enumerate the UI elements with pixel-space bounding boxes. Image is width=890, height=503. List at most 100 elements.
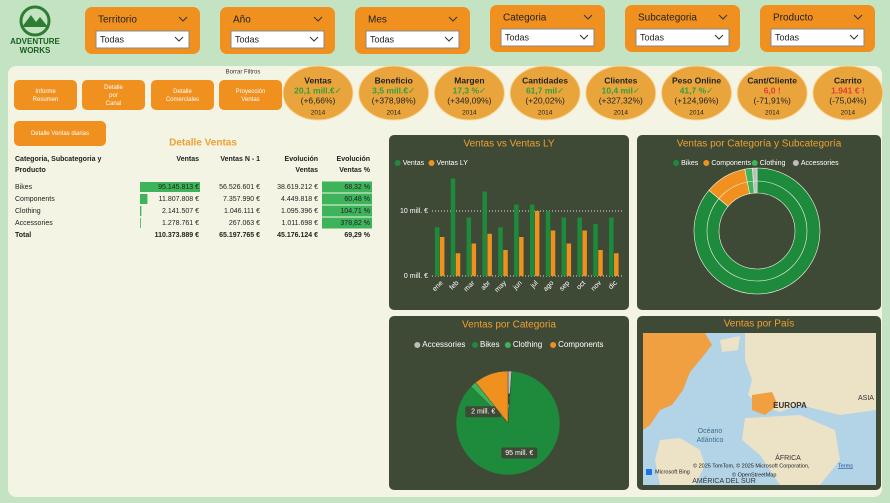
kpi-change: (+327,32%) [599,95,643,105]
dropdown[interactable] [635,28,730,47]
legend-item[interactable]: Components [550,340,603,349]
bar [534,211,540,276]
dropdown[interactable] [365,30,460,49]
data-bar [140,182,200,192]
kpi-value: 17,3 %✓ [453,85,487,95]
dropdown-value: Todas [100,34,125,44]
legend-item[interactable]: Clothing [751,160,786,167]
y-tick-label: 10 mill. € [400,208,428,215]
map-terms[interactable]: Terms [838,463,853,469]
dropdown[interactable] [770,28,865,47]
chevron [583,14,593,20]
clear-filters[interactable]: Borrar Filtros [226,70,261,76]
table-cell: 45.176.124 € [277,232,318,239]
kpi-bubble [585,65,657,121]
nav-button[interactable]: Informe Resumen [14,80,77,110]
map-land-americas [643,333,712,430]
bar [466,217,472,276]
filter-label: Territorio [98,15,137,26]
nav-button[interactable]: Detalle Comerciales [151,80,214,110]
data-bar [140,218,141,228]
filter[interactable]: Mes Todas [355,7,470,54]
bar [439,237,445,276]
data-label-bg [465,406,502,418]
nav-button[interactable]: Proyección Ventas [219,80,282,110]
table-cell: 110.373.889 € [155,232,199,239]
button-label[interactable]: Proyección Ventas [236,89,266,103]
legend-item[interactable]: Ventas [394,160,425,167]
legend-item[interactable]: Bikes [472,340,500,349]
legend-item[interactable]: Accessories [792,160,839,167]
kpi-year: 2014 [311,110,326,117]
bar [498,227,503,276]
button[interactable] [82,80,145,110]
cell-highlight [322,217,372,229]
legend-label: Clothing [760,160,786,167]
kpi-title: Cant/Cliente [747,75,797,85]
button[interactable] [151,80,214,110]
kpi-year: 2014 [386,110,401,117]
kpi-year: 2014 [689,110,704,117]
bar [519,237,524,276]
filter-label: Producto [773,13,813,24]
table-row: Accessories 1.278.761 € 267.063 € 1.011.698… [15,217,372,229]
filter-label: Mes [368,15,387,26]
table-row: Components 11.807.808 € 7.357.990 € 4.449.8… [15,193,372,205]
dropdown-value: Todas [505,32,530,42]
dropdown[interactable] [500,28,595,47]
bar [545,211,551,276]
data-bar [140,206,142,216]
filter[interactable]: Producto Todas [760,5,875,52]
legend-label: Clothing [513,340,542,349]
table-row: Clothing 2.141.507 € 1.046.111 € 1.095.396 … [15,205,372,217]
button-label[interactable]: Informe Resumen [33,89,59,103]
chevron [444,36,454,42]
kpi-bubble [736,65,808,121]
legend-item[interactable]: Accessories [414,340,465,349]
donut-segment [752,167,758,194]
kpi-year: 2014 [462,110,477,117]
chevron [309,36,319,42]
legend-swatch [428,160,435,166]
table-cell: Components [15,196,55,203]
button[interactable] [14,121,106,146]
dropdown-value: Todas [370,34,395,44]
table-cell: 68,32 % [344,184,370,191]
table-cell: 7.357.990 € [223,196,260,203]
table-cell: 11.807.808 € [159,196,199,203]
column-header: Ventas [176,156,199,163]
button-label[interactable]: Detalle por Canal [104,85,123,107]
legend-label: Accessories [422,340,465,349]
logo-text: ADVENTURE [10,37,60,46]
button[interactable] [14,80,77,110]
filter[interactable]: Categoria Todas [490,5,605,52]
daily-button[interactable]: Detalle Ventas diarias [14,121,106,146]
button[interactable] [219,80,282,110]
legend-item[interactable]: Clothing [504,340,542,349]
chevron [174,36,184,42]
legend-item[interactable]: Ventas LY [428,160,469,167]
filter[interactable]: Año Todas [220,7,335,54]
button-label[interactable]: Detalle Ventas diarias [31,131,89,137]
dropdown[interactable] [95,30,190,49]
filter-label: Categoria [503,13,547,24]
legend-item[interactable]: Components [703,160,752,167]
kpi-change: (+378,98%) [372,95,416,105]
button-label[interactable]: Detalle Comerciales [166,89,199,103]
filter[interactable]: Territorio Todas [85,7,200,54]
table-cell: 378,82 % [340,220,370,227]
bar [614,253,619,276]
map-land-greenland [720,336,740,352]
dropdown[interactable] [230,30,325,49]
nav-button[interactable]: Detalle por Canal [82,80,145,110]
bar [471,243,477,276]
legend-item[interactable]: Bikes [673,160,699,167]
legend-swatch [550,342,557,348]
filter[interactable]: Subcategoria Todas [625,5,740,52]
chevron [579,34,589,40]
table-cell: 1.011.698 € [282,220,319,227]
map-land-eurasia [745,333,876,415]
legend-label: Components [711,160,751,167]
